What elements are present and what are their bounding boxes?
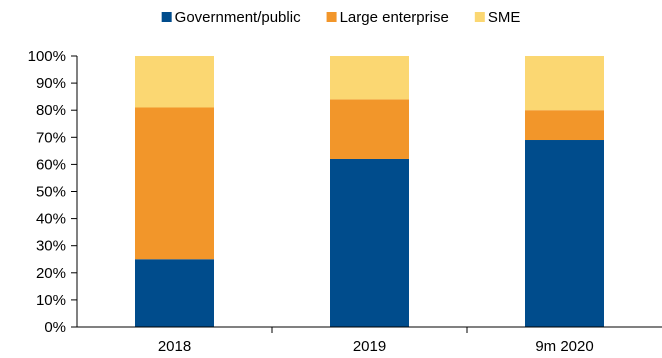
legend-swatch bbox=[474, 12, 485, 22]
bar-segment bbox=[330, 56, 409, 100]
legend-swatch bbox=[326, 12, 337, 22]
bar-segment bbox=[525, 110, 604, 141]
legend-item: Government/public bbox=[161, 9, 301, 26]
legend-label: Government/public bbox=[175, 9, 301, 26]
y-tick-label: 70% bbox=[36, 129, 66, 146]
y-tick-label: 30% bbox=[36, 238, 66, 255]
y-tick-label: 0% bbox=[44, 319, 66, 336]
y-tick-label: 40% bbox=[36, 211, 66, 228]
bar-segment bbox=[525, 140, 604, 327]
y-tick-label: 90% bbox=[36, 75, 66, 92]
legend-swatch bbox=[161, 12, 172, 22]
legend-label: SME bbox=[488, 9, 521, 26]
y-axis: 0% 10% 20% 30% 40% 50% 60% 70% 80% 90% 100% bbox=[28, 48, 78, 336]
bar-segment bbox=[135, 56, 214, 108]
x-tick-label: 2018 bbox=[158, 338, 191, 355]
y-tick-label: 60% bbox=[36, 156, 66, 173]
legend-label: Large enterprise bbox=[340, 9, 449, 26]
y-tick-label: 10% bbox=[36, 292, 66, 309]
y-tick-label: 100% bbox=[28, 48, 66, 65]
legend-item: Large enterprise bbox=[326, 9, 449, 26]
bar-segment bbox=[330, 99, 409, 159]
y-tick-label: 20% bbox=[36, 265, 66, 282]
x-tick-label: 2019 bbox=[353, 338, 386, 355]
bar-segment bbox=[330, 158, 409, 327]
legend-item: SME bbox=[474, 9, 521, 26]
bar-segment bbox=[135, 259, 214, 327]
x-axis: 2018 2019 9m 2020 bbox=[77, 326, 662, 355]
legend: Government/public Large enterprise SME bbox=[161, 9, 521, 26]
x-tick-label: 9m 2020 bbox=[535, 338, 593, 355]
bars bbox=[135, 56, 604, 327]
bar-segment bbox=[525, 56, 604, 111]
bar-segment bbox=[135, 107, 214, 260]
y-tick-label: 80% bbox=[36, 102, 66, 119]
y-tick-label: 50% bbox=[36, 184, 66, 201]
